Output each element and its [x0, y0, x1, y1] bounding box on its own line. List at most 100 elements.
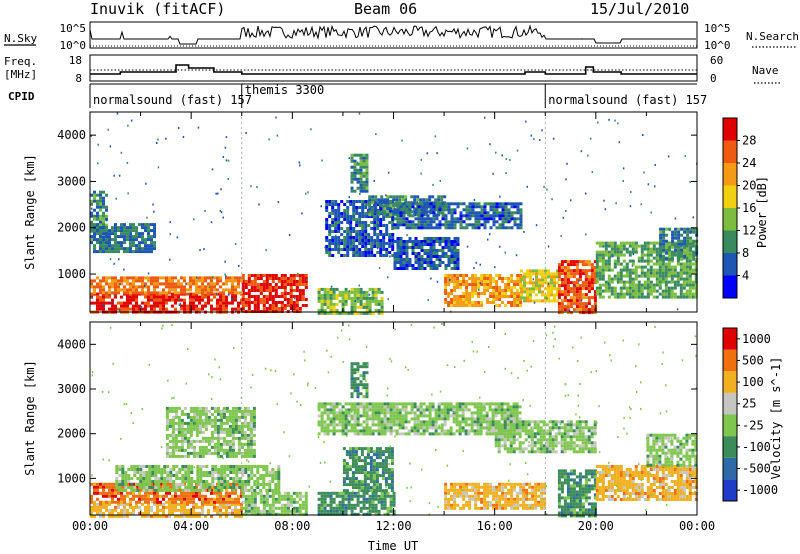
data-cell	[196, 477, 200, 480]
data-cell	[216, 500, 219, 504]
data-cell	[195, 514, 198, 518]
data-cell	[222, 412, 226, 416]
data-cell	[111, 304, 114, 308]
data-cell	[204, 436, 208, 440]
data-cell	[361, 227, 365, 230]
data-cell	[277, 506, 281, 510]
data-cell	[432, 217, 436, 221]
data-cell	[135, 238, 138, 242]
data-cell	[153, 511, 156, 515]
data-cell	[471, 286, 475, 289]
data-cell	[234, 451, 238, 455]
data-cell	[489, 295, 493, 298]
data-cell	[126, 279, 129, 283]
data-cell	[556, 299, 559, 303]
data-cell	[210, 439, 214, 443]
data-cell	[298, 509, 302, 513]
data-cell	[105, 229, 108, 233]
data-cell	[483, 220, 487, 224]
data-cell	[673, 268, 677, 272]
data-cell	[220, 471, 224, 474]
data-cell	[544, 275, 547, 279]
data-cell	[411, 202, 415, 206]
data-cell	[417, 252, 421, 255]
data-cell	[213, 406, 217, 410]
noise-cell	[118, 309, 121, 312]
data-cell	[355, 236, 359, 239]
data-cell	[144, 511, 147, 515]
data-cell	[646, 259, 650, 263]
data-cell	[658, 259, 662, 263]
data-cell	[365, 177, 369, 181]
data-cell	[168, 451, 172, 455]
data-cell	[189, 409, 193, 413]
data-cell	[144, 291, 147, 295]
data-cell	[450, 277, 454, 280]
data-cell	[477, 280, 481, 283]
data-cell	[368, 308, 372, 312]
data-cell	[195, 430, 199, 434]
data-cell	[153, 244, 156, 248]
data-cell	[438, 205, 442, 209]
data-cell	[578, 308, 582, 312]
data-cell	[541, 290, 544, 294]
data-cell	[210, 445, 214, 449]
data-cell	[420, 220, 424, 224]
data-cell	[355, 212, 359, 215]
data-cell	[289, 304, 293, 307]
data-cell	[619, 286, 623, 290]
data-cell	[332, 311, 336, 315]
data-cell	[578, 272, 582, 276]
data-cell	[358, 224, 362, 227]
data-cell	[688, 262, 692, 266]
data-cell	[426, 220, 430, 224]
data-cell	[391, 200, 395, 203]
data-cell	[399, 267, 403, 270]
data-cell	[114, 295, 117, 299]
data-cell	[96, 250, 99, 254]
data-cell	[213, 491, 216, 495]
data-cell	[335, 293, 339, 297]
data-cell	[373, 230, 377, 233]
data-cell	[462, 208, 466, 212]
data-cell	[453, 252, 457, 255]
data-cell	[154, 474, 158, 477]
data-cell	[222, 291, 225, 295]
data-cell	[492, 295, 496, 298]
data-cell	[486, 280, 490, 283]
data-cell	[151, 465, 155, 468]
data-cell	[359, 156, 363, 160]
data-cell	[195, 494, 198, 498]
data-cell	[198, 415, 202, 419]
data-cell	[453, 264, 457, 267]
data-cell	[141, 291, 144, 295]
data-cell	[441, 249, 445, 252]
data-cell	[468, 214, 472, 218]
noise-cell	[130, 119, 133, 122]
data-cell	[225, 508, 228, 512]
data-cell	[277, 480, 281, 483]
data-cell	[118, 465, 122, 468]
data-cell	[328, 203, 332, 206]
data-cell	[346, 248, 350, 251]
data-cell	[259, 274, 263, 277]
data-cell	[280, 506, 284, 510]
data-cell	[153, 229, 156, 233]
data-cell	[523, 281, 526, 285]
noise-cell	[147, 272, 150, 275]
data-cell	[189, 276, 192, 280]
y-tick-label: 2000	[57, 221, 86, 235]
data-cell	[274, 512, 278, 516]
data-cell	[634, 271, 638, 275]
data-cell	[353, 296, 357, 300]
data-cell	[135, 279, 138, 283]
data-cell	[295, 512, 299, 516]
data-cell	[133, 489, 137, 492]
data-cell	[680, 233, 684, 237]
data-cell	[560, 305, 564, 309]
data-cell	[607, 259, 611, 263]
data-cell	[222, 282, 225, 286]
data-cell	[459, 223, 463, 227]
data-cell	[616, 247, 620, 251]
data-cell	[365, 302, 369, 306]
